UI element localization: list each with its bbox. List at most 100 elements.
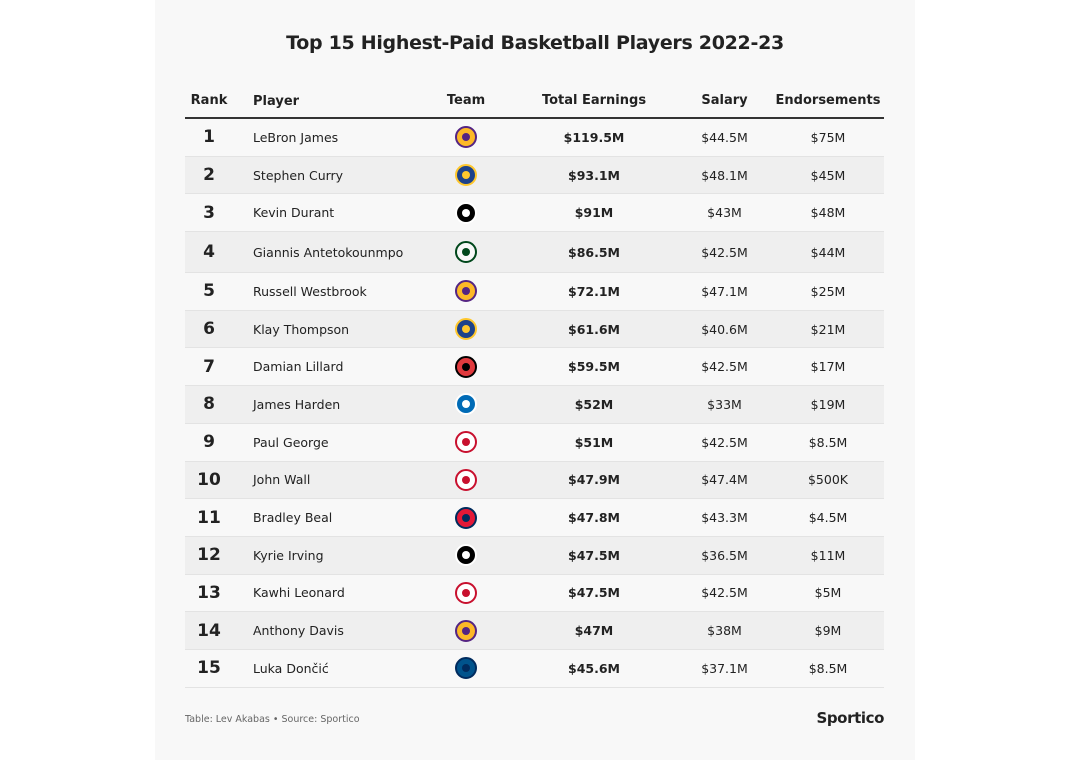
table-title: Top 15 Highest-Paid Basketball Players 2… — [286, 32, 784, 54]
endorsements-cell: $45M — [772, 156, 884, 195]
salary-cell: $43.3M — [677, 498, 772, 537]
warriors-logo-icon — [455, 318, 477, 341]
table-row: 4 Giannis Antetokounmpo $86.5M $42.5M $44M — [185, 231, 884, 274]
rank-cell: 7 — [185, 347, 233, 387]
header-salary: Salary — [677, 92, 772, 119]
team-cell — [421, 611, 511, 650]
header-row: Rank Player Team Total Earnings Salary E… — [185, 92, 884, 119]
lakers-logo-icon — [455, 126, 477, 149]
player-cell: Kevin Durant — [233, 193, 421, 233]
total-earnings-cell: $47.5M — [511, 536, 677, 575]
team-cell — [421, 498, 511, 537]
total-earnings-cell: $47.9M — [511, 461, 677, 500]
total-earnings-cell: $86.5M — [511, 231, 677, 274]
endorsements-cell: $11M — [772, 536, 884, 575]
total-earnings-cell: $45.6M — [511, 649, 677, 688]
table-row: 3 Kevin Durant $91M $43M $48M — [185, 193, 884, 233]
team-cell — [421, 347, 511, 387]
player-cell: Klay Thompson — [233, 310, 421, 349]
player-cell: Anthony Davis — [233, 611, 421, 650]
endorsements-cell: $75M — [772, 118, 884, 157]
nets-logo-icon — [455, 544, 477, 567]
team-cell — [421, 536, 511, 575]
team-cell — [421, 193, 511, 233]
salary-cell: $47.1M — [677, 272, 772, 311]
table-row: 2 Stephen Curry $93.1M $48.1M $45M — [185, 156, 884, 195]
total-earnings-cell: $52M — [511, 385, 677, 424]
salary-cell: $43M — [677, 193, 772, 233]
rank-cell: 11 — [185, 498, 233, 537]
rank-cell: 6 — [185, 310, 233, 349]
player-cell: Kyrie Irving — [233, 536, 421, 575]
team-cell — [421, 231, 511, 274]
endorsements-cell: $48M — [772, 193, 884, 233]
total-earnings-cell: $51M — [511, 423, 677, 462]
total-earnings-cell: $47M — [511, 611, 677, 650]
table-row: 14 Anthony Davis $47M $38M $9M — [185, 611, 884, 650]
rank-cell: 15 — [185, 649, 233, 688]
team-cell — [421, 385, 511, 424]
endorsements-cell: $25M — [772, 272, 884, 311]
total-earnings-cell: $119.5M — [511, 118, 677, 157]
rank-cell: 1 — [185, 118, 233, 157]
clippers-logo-icon — [455, 468, 477, 491]
salary-cell: $36.5M — [677, 536, 772, 575]
table-row: 10 John Wall $47.9M $47.4M $500K — [185, 461, 884, 500]
salary-cell: $42.5M — [677, 347, 772, 387]
endorsements-cell: $5M — [772, 574, 884, 613]
rank-cell: 5 — [185, 272, 233, 311]
endorsements-cell: $500K — [772, 461, 884, 500]
lakers-logo-icon — [455, 619, 477, 642]
team-cell — [421, 574, 511, 613]
endorsements-cell: $19M — [772, 385, 884, 424]
salary-cell: $44.5M — [677, 118, 772, 157]
endorsements-cell: $17M — [772, 347, 884, 387]
rank-cell: 10 — [185, 461, 233, 500]
endorsements-cell: $4.5M — [772, 498, 884, 537]
player-cell: John Wall — [233, 461, 421, 500]
table-row: 7 Damian Lillard $59.5M $42.5M $17M — [185, 347, 884, 387]
total-earnings-cell: $47.8M — [511, 498, 677, 537]
team-cell — [421, 156, 511, 195]
salary-cell: $37.1M — [677, 649, 772, 688]
total-earnings-cell: $47.5M — [511, 574, 677, 613]
table-row: 12 Kyrie Irving $47.5M $36.5M $11M — [185, 536, 884, 575]
player-cell: Luka Dončić — [233, 649, 421, 688]
salary-cell: $42.5M — [677, 231, 772, 274]
team-cell — [421, 310, 511, 349]
76ers-logo-icon — [455, 393, 477, 416]
total-earnings-cell: $93.1M — [511, 156, 677, 195]
table-row: 8 James Harden $52M $33M $19M — [185, 385, 884, 424]
team-cell — [421, 649, 511, 688]
team-cell — [421, 118, 511, 157]
total-earnings-cell: $61.6M — [511, 310, 677, 349]
endorsements-cell: $8.5M — [772, 649, 884, 688]
credit-text: Table: Lev Akabas • Source: Sportico — [185, 714, 360, 725]
salary-cell: $42.5M — [677, 574, 772, 613]
mavericks-logo-icon — [455, 657, 477, 680]
team-cell — [421, 461, 511, 500]
rank-cell: 4 — [185, 231, 233, 274]
header-endorsements: Endorsements — [772, 92, 884, 119]
table-row: 11 Bradley Beal $47.8M $43.3M $4.5M — [185, 498, 884, 537]
rank-cell: 13 — [185, 574, 233, 613]
header-team: Team — [421, 92, 511, 119]
salary-cell: $42.5M — [677, 423, 772, 462]
header-total-earnings: Total Earnings — [511, 92, 677, 119]
salary-cell: $48.1M — [677, 156, 772, 195]
nets-logo-icon — [455, 201, 477, 224]
player-cell: Paul George — [233, 423, 421, 462]
header-player: Player — [233, 92, 421, 119]
rank-cell: 8 — [185, 385, 233, 424]
endorsements-cell: $9M — [772, 611, 884, 650]
salary-cell: $40.6M — [677, 310, 772, 349]
trail-blazers-logo-icon — [455, 355, 477, 378]
header-rank: Rank — [185, 92, 233, 119]
table-row: 15 Luka Dončić $45.6M $37.1M $8.5M — [185, 649, 884, 688]
table-row: 9 Paul George $51M $42.5M $8.5M — [185, 423, 884, 462]
player-cell: LeBron James — [233, 118, 421, 157]
player-cell: James Harden — [233, 385, 421, 424]
team-cell — [421, 272, 511, 311]
table-row: 13 Kawhi Leonard $47.5M $42.5M $5M — [185, 574, 884, 613]
warriors-logo-icon — [455, 164, 477, 187]
